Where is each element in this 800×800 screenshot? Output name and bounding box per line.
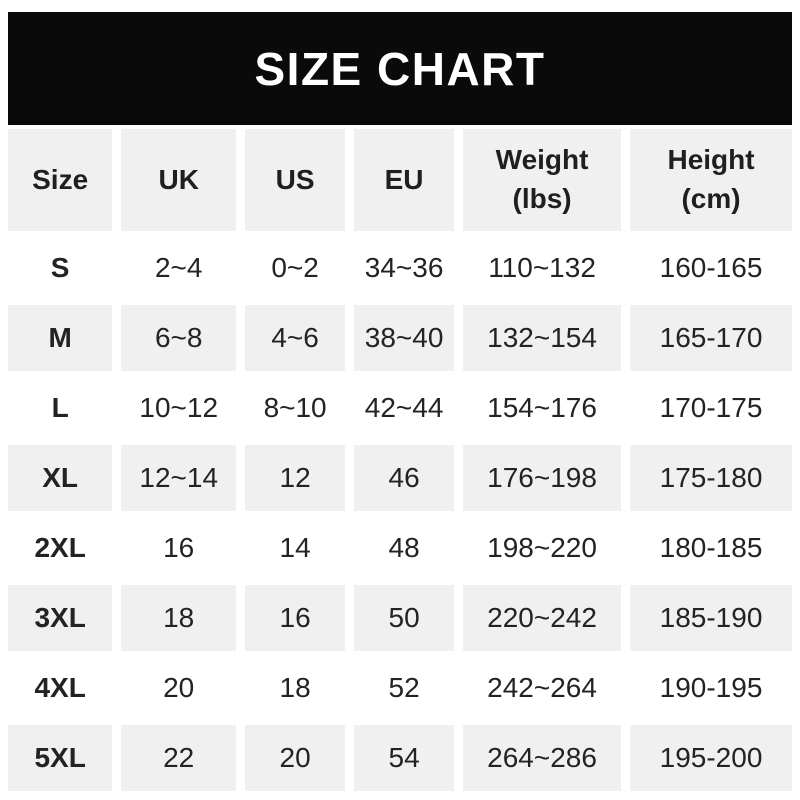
us-value: 0~2 xyxy=(236,235,346,301)
eu-value: 46 xyxy=(345,445,455,511)
header-line1: EU xyxy=(384,163,424,195)
header-line1: Height xyxy=(667,144,755,176)
uk-value: 18 xyxy=(112,585,237,651)
height-value: 195-200 xyxy=(621,725,792,791)
height-value: 175-180 xyxy=(621,445,792,511)
size-label: M xyxy=(8,305,113,371)
height-value: 165-170 xyxy=(621,305,792,371)
size-label: XL xyxy=(8,445,113,511)
table-row-xl: XL 12~14 12 46 176~198 175-180 xyxy=(8,445,792,511)
height-value: 160-165 xyxy=(621,235,792,301)
us-value: 14 xyxy=(236,515,346,581)
weight-value: 198~220 xyxy=(454,515,622,581)
weight-value: 264~286 xyxy=(454,725,622,791)
height-value: 185-190 xyxy=(621,585,792,651)
uk-value: 20 xyxy=(112,655,237,721)
weight-value: 220~242 xyxy=(454,585,622,651)
column-header-height: Height (cm) xyxy=(621,129,792,231)
header-line2: (cm) xyxy=(681,183,741,214)
column-header-eu: EU xyxy=(345,129,455,231)
us-value: 8~10 xyxy=(236,375,346,441)
header-row: Size UK US EU Weight (lbs) Height (cm) xyxy=(8,129,792,231)
us-value: 16 xyxy=(236,585,346,651)
weight-value: 110~132 xyxy=(454,235,622,301)
header-line1: US xyxy=(275,163,315,195)
height-value: 190-195 xyxy=(621,655,792,721)
size-chart-table: Size UK US EU Weight (lbs) Height (cm) S 2… xyxy=(8,125,792,795)
eu-value: 52 xyxy=(345,655,455,721)
header-line2: (lbs) xyxy=(512,183,572,214)
column-header-weight: Weight (lbs) xyxy=(454,129,622,231)
table-row-5xl: 5XL 22 20 54 264~286 195-200 xyxy=(8,725,792,791)
uk-value: 10~12 xyxy=(112,375,237,441)
uk-value: 22 xyxy=(112,725,237,791)
column-header-size: Size xyxy=(8,129,113,231)
size-label: 3XL xyxy=(8,585,113,651)
weight-value: 176~198 xyxy=(454,445,622,511)
uk-value: 12~14 xyxy=(112,445,237,511)
eu-value: 38~40 xyxy=(345,305,455,371)
table-row-m: M 6~8 4~6 38~40 132~154 165-170 xyxy=(8,305,792,371)
column-header-uk: UK xyxy=(112,129,237,231)
table-row-4xl: 4XL 20 18 52 242~264 190-195 xyxy=(8,655,792,721)
header-line1: Weight xyxy=(495,144,589,176)
us-value: 4~6 xyxy=(236,305,346,371)
height-value: 170-175 xyxy=(621,375,792,441)
us-value: 18 xyxy=(236,655,346,721)
size-label: L xyxy=(8,375,113,441)
table-row-2xl: 2XL 16 14 48 198~220 180-185 xyxy=(8,515,792,581)
column-header-us: US xyxy=(236,129,346,231)
table-row-l: L 10~12 8~10 42~44 154~176 170-175 xyxy=(8,375,792,441)
header-line1: UK xyxy=(158,163,199,195)
table-row-3xl: 3XL 18 16 50 220~242 185-190 xyxy=(8,585,792,651)
eu-value: 50 xyxy=(345,585,455,651)
size-label: S xyxy=(8,235,113,301)
page-title: SIZE CHART xyxy=(254,42,546,95)
us-value: 12 xyxy=(236,445,346,511)
size-label: 2XL xyxy=(8,515,113,581)
uk-value: 6~8 xyxy=(112,305,237,371)
weight-value: 242~264 xyxy=(454,655,622,721)
header-line1: Size xyxy=(32,163,89,195)
size-label: 4XL xyxy=(8,655,113,721)
eu-value: 48 xyxy=(345,515,455,581)
title-banner: SIZE CHART xyxy=(8,12,792,125)
eu-value: 34~36 xyxy=(345,235,455,301)
eu-value: 54 xyxy=(345,725,455,791)
height-value: 180-185 xyxy=(621,515,792,581)
us-value: 20 xyxy=(236,725,346,791)
weight-value: 132~154 xyxy=(454,305,622,371)
table-row-s: S 2~4 0~2 34~36 110~132 160-165 xyxy=(8,235,792,301)
weight-value: 154~176 xyxy=(454,375,622,441)
size-label: 5XL xyxy=(8,725,113,791)
uk-value: 16 xyxy=(112,515,237,581)
uk-value: 2~4 xyxy=(112,235,237,301)
eu-value: 42~44 xyxy=(345,375,455,441)
